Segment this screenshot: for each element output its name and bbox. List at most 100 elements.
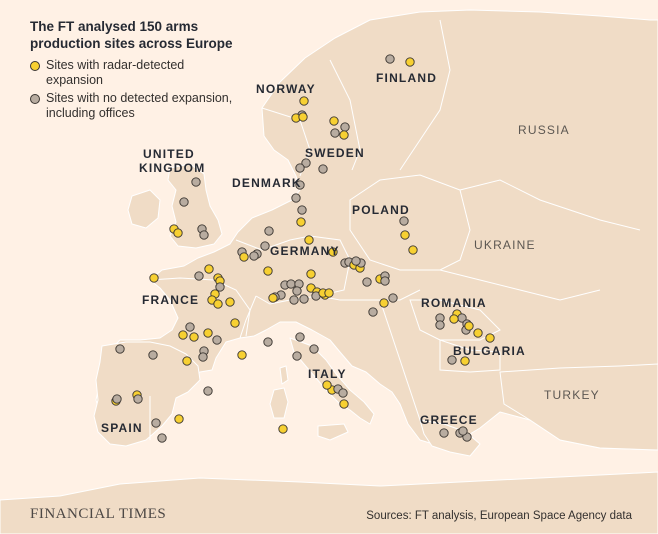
site-marker-no-expansion bbox=[148, 350, 158, 360]
site-marker-expansion bbox=[339, 399, 349, 409]
site-marker-expansion bbox=[449, 314, 459, 324]
site-marker-expansion bbox=[306, 269, 316, 279]
site-marker-expansion bbox=[230, 318, 240, 328]
site-marker-no-expansion bbox=[286, 279, 296, 289]
site-marker-no-expansion bbox=[399, 216, 409, 226]
site-marker-no-expansion bbox=[260, 241, 270, 251]
label-greece: GREECE bbox=[420, 413, 478, 427]
source-note: Sources: FT analysis, European Space Age… bbox=[366, 510, 632, 522]
label-ukraine: UKRAINE bbox=[474, 238, 536, 252]
label-germany: GERMANY bbox=[270, 244, 340, 258]
site-marker-expansion bbox=[149, 273, 159, 283]
label-finland: FINLAND bbox=[376, 71, 438, 85]
land-corsica bbox=[279, 365, 289, 385]
land-great-britain bbox=[167, 163, 223, 249]
site-marker-expansion bbox=[237, 350, 247, 360]
site-marker-expansion bbox=[304, 235, 314, 245]
site-marker-expansion bbox=[263, 266, 273, 276]
site-marker-expansion bbox=[178, 330, 188, 340]
legend-item-expansion: Sites with radar-detected expansion bbox=[30, 58, 240, 88]
site-marker-no-expansion bbox=[295, 180, 305, 190]
site-marker-no-expansion bbox=[435, 320, 445, 330]
site-marker-no-expansion bbox=[194, 271, 204, 281]
label-turkey: TURKEY bbox=[544, 388, 600, 402]
label-sweden: SWEDEN bbox=[305, 146, 365, 160]
site-marker-no-expansion bbox=[297, 205, 307, 215]
site-marker-no-expansion bbox=[185, 322, 195, 332]
site-marker-no-expansion bbox=[368, 307, 378, 317]
label-france: FRANCE bbox=[142, 293, 200, 307]
site-marker-expansion bbox=[299, 96, 309, 106]
site-marker-expansion bbox=[485, 333, 495, 343]
site-marker-no-expansion bbox=[295, 332, 305, 342]
site-marker-expansion bbox=[268, 293, 278, 303]
site-marker-no-expansion bbox=[179, 197, 189, 207]
site-marker-expansion bbox=[173, 228, 183, 238]
map-title: The FT analysed 150 arms production site… bbox=[30, 19, 233, 51]
label-italy: ITALY bbox=[308, 367, 347, 381]
site-marker-no-expansion bbox=[115, 344, 125, 354]
site-marker-no-expansion bbox=[338, 388, 348, 398]
site-marker-expansion bbox=[460, 356, 470, 366]
land-greece bbox=[419, 419, 481, 457]
site-marker-no-expansion bbox=[291, 193, 301, 203]
site-marker-no-expansion bbox=[263, 337, 273, 347]
label-poland: POLAND bbox=[352, 203, 410, 217]
site-marker-no-expansion bbox=[351, 256, 361, 266]
site-marker-no-expansion bbox=[112, 394, 122, 404]
site-marker-no-expansion bbox=[380, 276, 390, 286]
legend-item-no-expansion: Sites with no detected expansion, includ… bbox=[30, 91, 240, 121]
site-marker-expansion bbox=[182, 356, 192, 366]
site-marker-no-expansion bbox=[212, 335, 222, 345]
site-marker-no-expansion bbox=[301, 158, 311, 168]
site-marker-no-expansion bbox=[299, 294, 309, 304]
land-ireland bbox=[127, 189, 161, 229]
site-marker-no-expansion bbox=[362, 277, 372, 287]
site-marker-no-expansion bbox=[330, 128, 340, 138]
site-marker-no-expansion bbox=[318, 164, 328, 174]
site-marker-expansion bbox=[322, 380, 332, 390]
site-marker-expansion bbox=[339, 130, 349, 140]
land-sardinia bbox=[269, 387, 289, 419]
site-marker-no-expansion bbox=[439, 428, 449, 438]
label-denmark: DENMARK bbox=[232, 176, 302, 190]
site-marker-expansion bbox=[239, 252, 249, 262]
site-marker-no-expansion bbox=[340, 122, 350, 132]
site-marker-no-expansion bbox=[133, 394, 143, 404]
site-marker-expansion bbox=[324, 288, 334, 298]
land-iberia bbox=[93, 341, 201, 447]
site-marker-expansion bbox=[408, 245, 418, 255]
label-united-kingdom-line1: UNITED bbox=[143, 147, 195, 161]
legend-label-no-expansion: Sites with no detected expansion, includ… bbox=[46, 91, 233, 120]
site-marker-no-expansion bbox=[385, 54, 395, 64]
site-marker-no-expansion bbox=[264, 226, 274, 236]
site-marker-no-expansion bbox=[447, 355, 457, 365]
site-marker-no-expansion bbox=[292, 286, 302, 296]
land-sicily bbox=[317, 423, 349, 441]
site-marker-no-expansion bbox=[191, 177, 201, 187]
label-united-kingdom-line2: KINGDOM bbox=[139, 161, 206, 175]
label-russia: RUSSIA bbox=[518, 123, 570, 137]
site-marker-expansion bbox=[464, 321, 474, 331]
legend: Sites with radar-detected expansion Site… bbox=[30, 58, 240, 124]
site-marker-expansion bbox=[379, 298, 389, 308]
yellow-circle-icon bbox=[30, 61, 40, 71]
site-marker-no-expansion bbox=[215, 282, 225, 292]
ft-logo: FINANCIAL TIMES bbox=[30, 506, 167, 522]
site-marker-expansion bbox=[329, 116, 339, 126]
label-romania: ROMANIA bbox=[421, 296, 487, 310]
label-norway: NORWAY bbox=[256, 82, 316, 96]
grey-circle-icon bbox=[30, 94, 40, 104]
site-marker-expansion bbox=[203, 328, 213, 338]
site-marker-no-expansion bbox=[309, 344, 319, 354]
site-marker-expansion bbox=[473, 328, 483, 338]
site-marker-expansion bbox=[400, 230, 410, 240]
land-turkey bbox=[499, 363, 658, 451]
site-marker-no-expansion bbox=[292, 351, 302, 361]
site-marker-expansion bbox=[174, 414, 184, 424]
land-italy bbox=[289, 337, 375, 425]
site-marker-expansion bbox=[296, 217, 306, 227]
site-marker-expansion bbox=[328, 247, 338, 257]
